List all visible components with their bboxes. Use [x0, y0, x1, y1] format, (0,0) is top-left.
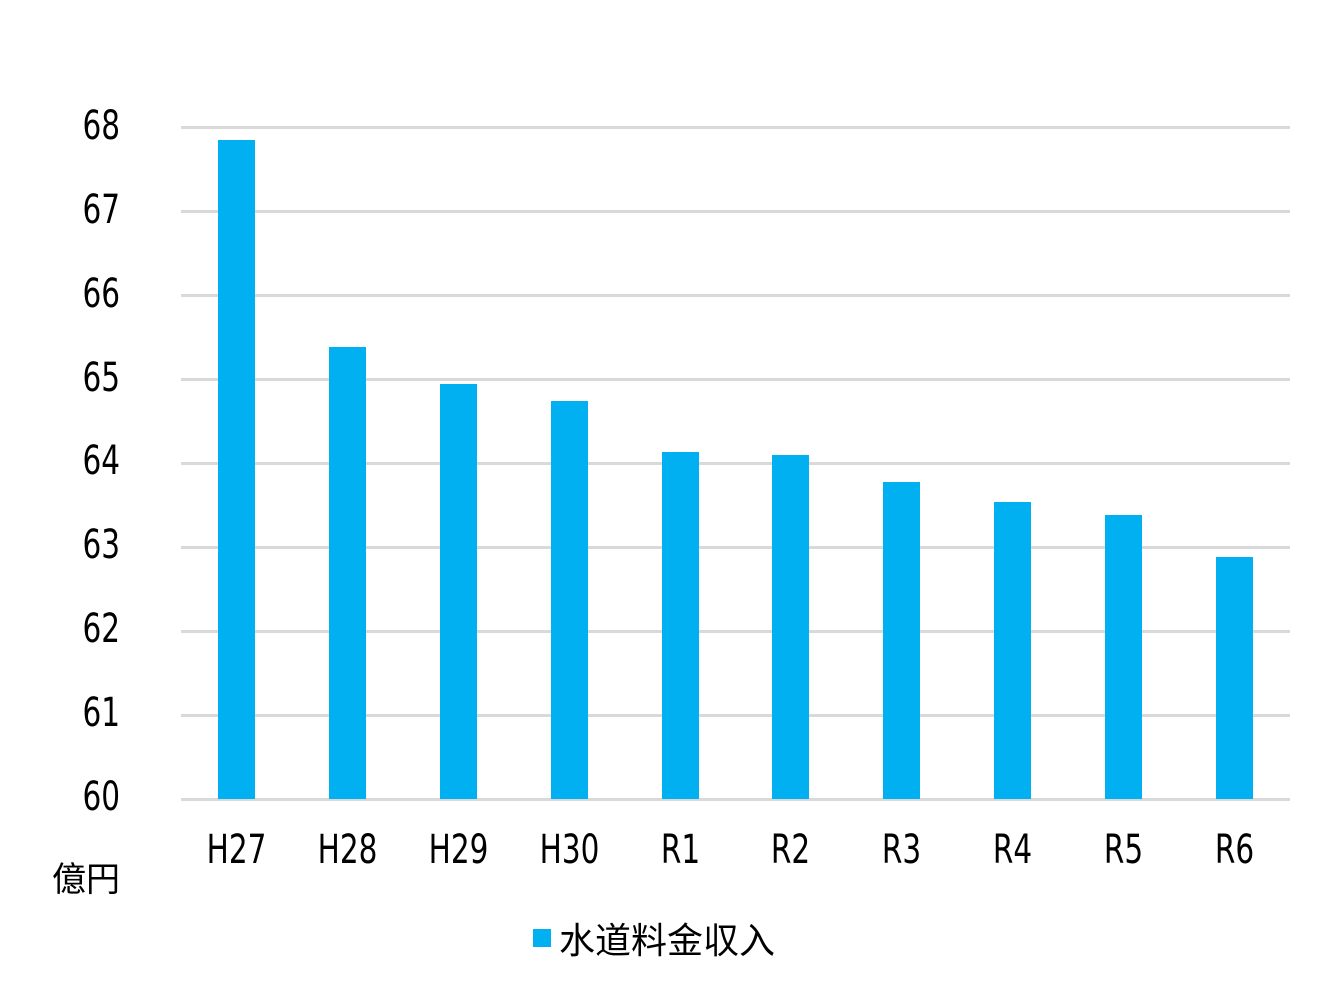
- gridline: [181, 629, 1290, 633]
- x-tick-label: R5: [1103, 827, 1144, 873]
- x-tick-label: H27: [206, 827, 267, 873]
- bar-r5: [1105, 515, 1143, 799]
- y-tick-label: 64: [82, 438, 120, 485]
- y-tick-label: 66: [82, 270, 120, 317]
- x-tick-label: H30: [539, 827, 600, 873]
- gridline: [181, 378, 1290, 381]
- y-axis-unit-label: 億円: [52, 860, 120, 900]
- bar-r6: [1216, 557, 1254, 799]
- legend-label: 水道料金収入: [559, 921, 776, 962]
- y-tick-label: 68: [82, 102, 120, 149]
- x-tick-label: H28: [317, 827, 378, 873]
- y-tick-label: 67: [82, 186, 120, 233]
- x-tick-label: R4: [993, 827, 1033, 873]
- x-tick-label: R3: [882, 827, 922, 873]
- y-tick-label: 60: [82, 774, 120, 820]
- gridline: [181, 797, 1290, 801]
- bar-h27: [217, 140, 255, 799]
- bar-r1: [661, 452, 699, 799]
- gridline: [181, 210, 1290, 214]
- gridline: [181, 713, 1290, 717]
- bar-h30: [550, 401, 588, 799]
- y-tick-label: 62: [82, 606, 120, 653]
- legend: 水道料金収入: [533, 912, 775, 964]
- y-tick-label: 61: [82, 690, 120, 737]
- x-tick-label: R6: [1214, 827, 1255, 873]
- x-tick-label: R2: [771, 827, 811, 873]
- bar-h29: [439, 383, 477, 799]
- gridline: [181, 545, 1290, 549]
- bar-r3: [883, 481, 921, 799]
- bar-r2: [772, 455, 810, 799]
- x-tick-label: H29: [428, 827, 489, 873]
- legend-swatch: [533, 929, 551, 947]
- y-tick-label: 63: [82, 522, 120, 569]
- bar-h28: [328, 346, 366, 799]
- gridline: [181, 126, 1290, 130]
- gridline: [181, 294, 1290, 298]
- y-tick-label: 65: [82, 354, 120, 401]
- bar-r4: [994, 501, 1032, 799]
- gridline: [181, 461, 1290, 465]
- x-tick-label: R1: [660, 827, 700, 873]
